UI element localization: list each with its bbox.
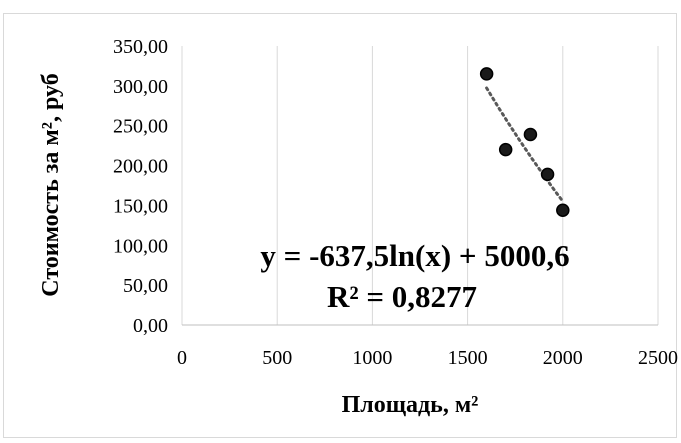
y-tick-label: 350,00 xyxy=(113,36,168,58)
trendline-equation: y = -637,5ln(x) + 5000,6 xyxy=(260,238,569,273)
trendline xyxy=(485,86,565,203)
y-tick-label: 200,00 xyxy=(113,156,168,178)
y-axis-ticks: 0,00 50,00 100,00 150,00 200,00 250,00 300,00 3… xyxy=(113,36,168,337)
y-tick-label: 150,00 xyxy=(113,195,168,217)
x-tick-label: 1000 xyxy=(352,347,392,369)
y-tick-label: 50,00 xyxy=(123,275,168,297)
x-tick-label: 2500 xyxy=(638,347,678,369)
data-point-4 xyxy=(556,203,570,217)
x-axis-ticks: 0 500 1000 1500 2000 2500 xyxy=(177,347,678,369)
grid-lines xyxy=(181,46,659,325)
data-point-1 xyxy=(498,142,513,157)
x-axis-title: Площадь, м² xyxy=(342,392,479,418)
y-tick-label: 0,00 xyxy=(133,315,168,337)
x-tick-label: 1500 xyxy=(448,347,488,369)
data-point-3 xyxy=(540,167,555,182)
r-squared-label: R² = 0,8277 xyxy=(327,279,477,314)
data-point-0 xyxy=(479,67,494,81)
chart-frame xyxy=(3,13,677,438)
data-points xyxy=(479,67,570,217)
y-tick-label: 250,00 xyxy=(113,116,168,138)
x-tick-label: 0 xyxy=(177,347,187,369)
y-tick-label: 100,00 xyxy=(113,235,168,257)
y-tick-label: 300,00 xyxy=(113,76,168,98)
x-tick-label: 2000 xyxy=(543,347,583,369)
y-axis-title: Стоимость за м², руб xyxy=(38,73,64,296)
x-tick-label: 500 xyxy=(262,347,292,369)
data-point-2 xyxy=(523,127,538,142)
